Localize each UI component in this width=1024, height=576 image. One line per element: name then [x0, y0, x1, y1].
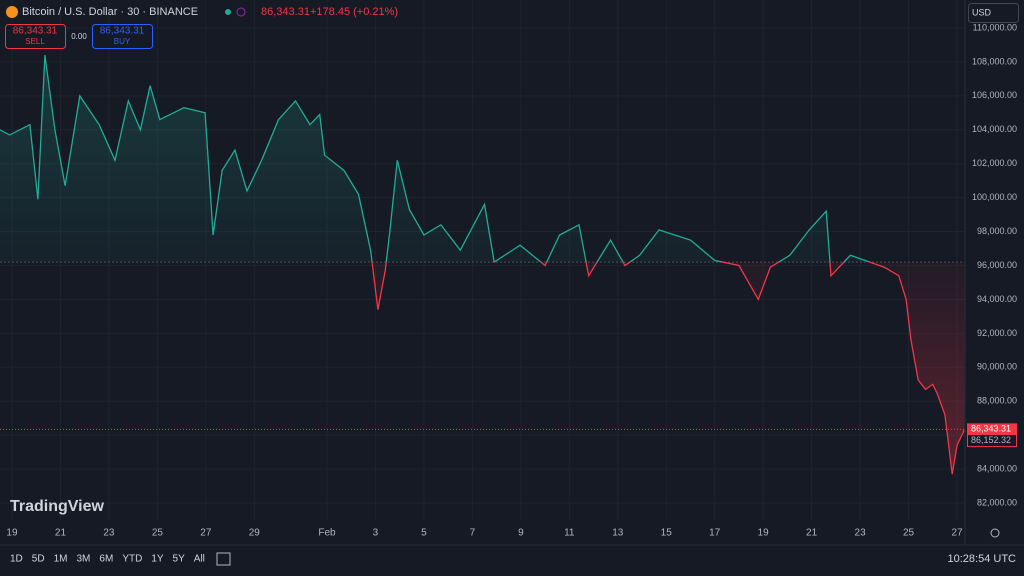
x-tick-label: 9 [518, 528, 524, 539]
x-tick-label: 19 [6, 528, 18, 539]
y-tick-label: 90,000.00 [977, 362, 1017, 372]
range-button[interactable]: 5D [32, 554, 45, 565]
x-tick-label: 29 [249, 528, 261, 539]
y-tick-label: 98,000.00 [977, 226, 1017, 236]
x-tick-label: 3 [373, 528, 379, 539]
y-tick-label: 108,000.00 [972, 56, 1017, 66]
y-tick-label: 110,000.00 [973, 22, 1017, 32]
x-tick-label: 13 [612, 528, 624, 539]
y-tick-label: 100,000.00 [972, 192, 1017, 202]
x-tick-label: 5 [421, 528, 427, 539]
sell-price: 86,343.31 [13, 26, 58, 37]
x-tick-label: 21 [55, 528, 67, 539]
symbol: Bitcoin / U.S. Dollar · 30 · BINANCE [22, 6, 198, 18]
price-line [0, 55, 965, 475]
x-tick-label: 25 [903, 528, 915, 539]
settings-icon[interactable] [990, 528, 1000, 538]
logo: TradingView [10, 498, 105, 515]
currency-button[interactable] [968, 3, 1019, 23]
indicator-icon[interactable] [236, 7, 246, 17]
x-tick-label: 23 [855, 528, 867, 539]
range-button[interactable]: 1Y [151, 554, 164, 565]
spread: 0.00 [71, 32, 87, 41]
x-tick-label: Feb [318, 528, 336, 539]
date-range-icon[interactable] [216, 552, 231, 566]
x-tick-label: 21 [806, 528, 818, 539]
x-tick-label: 23 [103, 528, 115, 539]
y-tick-label: 92,000.00 [977, 328, 1017, 338]
x-tick-label: 15 [661, 528, 673, 539]
coin-icon [6, 6, 18, 18]
x-tick-label: 19 [758, 528, 770, 539]
x-tick-label: 27 [200, 528, 212, 539]
range-button[interactable]: 6M [99, 554, 113, 565]
range-button[interactable]: 1M [54, 554, 68, 565]
price-tag-label: 86,152.32 [971, 435, 1011, 445]
range-button[interactable]: 5Y [173, 554, 186, 565]
y-tick-label: 102,000.00 [972, 158, 1017, 168]
y-tick-label: 82,000.00 [977, 497, 1017, 507]
y-tick-label: 94,000.00 [977, 294, 1017, 304]
x-tick-label: 27 [951, 528, 963, 539]
range-button[interactable]: All [194, 554, 205, 565]
x-tick-label: 7 [470, 528, 476, 539]
price-tag [967, 434, 1017, 448]
y-tick-label: 96,000.00 [977, 260, 1017, 270]
range-button[interactable]: 1D [10, 554, 23, 565]
clock: 10:28:54 UTC [948, 553, 1017, 565]
price-change: +178.45 (+0.21%) [310, 6, 398, 18]
y-tick-label: 88,000.00 [977, 396, 1017, 406]
last-price-label: 86,343.31 [971, 424, 1011, 434]
buy-button[interactable] [92, 24, 153, 49]
range-button[interactable]: 3M [77, 554, 91, 565]
x-tick-label: 25 [152, 528, 164, 539]
range-button[interactable]: YTD [122, 554, 142, 565]
sell-label: SELL [25, 37, 45, 46]
y-tick-label: 84,000.00 [977, 463, 1017, 473]
last-price: 86,343.31 [261, 6, 310, 18]
y-tick-label: 104,000.00 [972, 124, 1017, 134]
buy-price: 86,343.31 [100, 26, 145, 37]
buy-label: BUY [114, 37, 131, 46]
x-tick-label: 17 [709, 528, 721, 539]
x-tick-label: 11 [564, 528, 575, 539]
y-tick-label: 106,000.00 [972, 90, 1017, 100]
sell-button[interactable] [5, 24, 66, 49]
status-dot [225, 9, 231, 15]
currency: USD [972, 7, 992, 17]
baseline-area [0, 55, 965, 475]
